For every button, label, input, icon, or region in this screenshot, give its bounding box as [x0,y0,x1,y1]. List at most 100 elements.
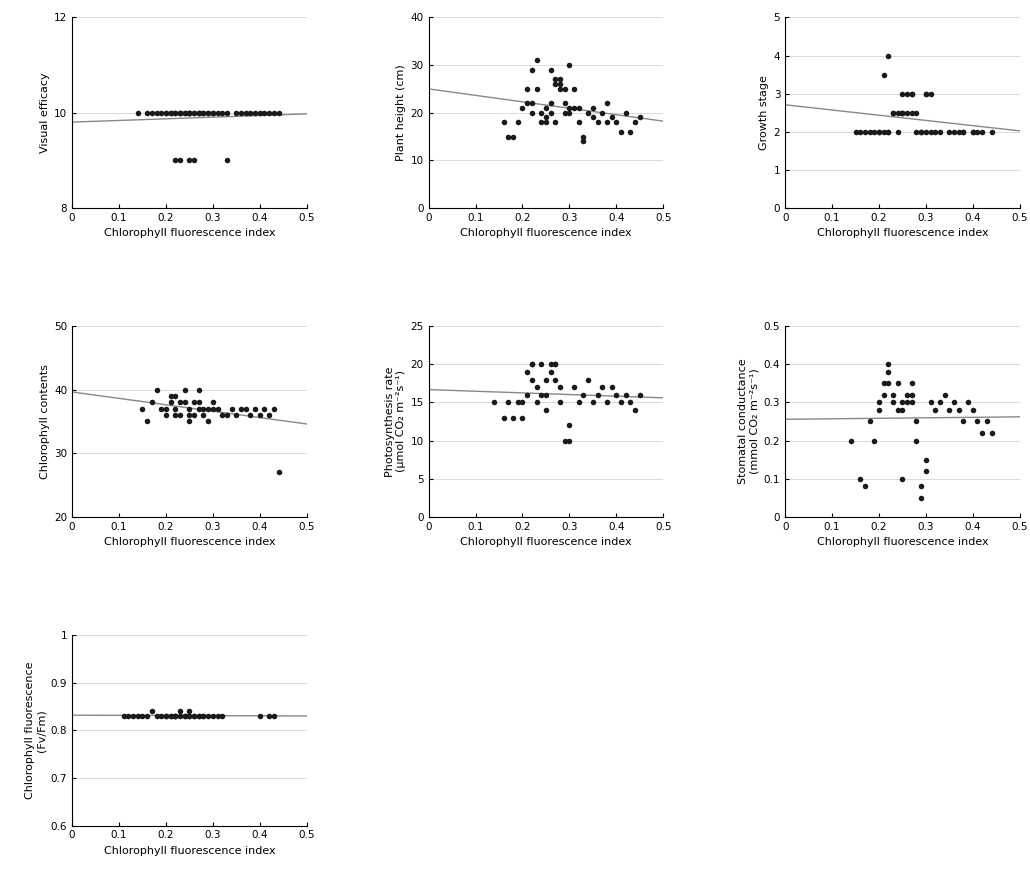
Point [167,389,183,403]
Point [172,106,188,120]
Point [866,125,883,139]
Point [266,401,282,415]
Point [134,401,150,415]
Point [270,106,286,120]
Point [143,395,160,409]
Point [547,72,563,86]
Point [205,401,221,415]
Point [247,401,264,415]
Point [885,106,901,120]
Point [946,395,962,409]
Point [181,106,198,120]
X-axis label: Chlorophyll fluorescence index: Chlorophyll fluorescence index [104,846,275,856]
Point [130,106,146,120]
Point [181,106,198,120]
Point [185,408,202,422]
Point [885,395,901,409]
Point [543,106,559,120]
Point [158,106,174,120]
Point [903,376,920,390]
Point [218,106,235,120]
Point [205,395,221,409]
Point [139,106,156,120]
Point [228,106,244,120]
Point [115,709,132,723]
Point [218,154,235,168]
Point [270,465,286,479]
Point [556,96,573,110]
Point [951,403,967,417]
Point [984,426,1000,440]
Point [501,395,517,409]
Point [932,125,949,139]
Point [918,453,934,467]
Point [918,87,934,101]
Point [890,403,906,417]
Point [209,709,226,723]
Point [158,709,174,723]
Point [913,125,929,139]
Point [519,82,536,96]
Point [176,106,193,120]
Point [922,395,938,409]
Point [543,357,559,371]
Point [185,106,202,120]
Point [538,403,554,417]
Point [571,101,587,115]
Point [913,491,929,505]
Point [585,101,602,115]
Point [543,63,559,76]
Point [533,106,549,120]
Point [617,388,633,401]
Point [176,709,193,723]
Point [955,415,971,428]
Y-axis label: Growth stage: Growth stage [759,76,769,150]
Point [533,357,549,371]
Point [951,125,967,139]
Point [181,709,198,723]
Point [964,125,981,139]
Point [552,82,569,96]
Point [561,418,578,432]
Point [552,77,569,91]
Point [172,709,188,723]
Point [870,403,887,417]
Point [233,401,249,415]
Point [984,125,1000,139]
Point [181,401,198,415]
Point [510,116,526,129]
Point [528,381,545,395]
Point [185,395,202,409]
Point [528,395,545,409]
Point [941,125,958,139]
Point [242,106,259,120]
Point [955,125,971,139]
Point [876,388,892,401]
Point [214,408,231,422]
Point [125,709,141,723]
Point [969,415,986,428]
Point [852,472,868,486]
Point [172,704,188,718]
Point [908,434,925,448]
Point [589,388,606,401]
Point [894,403,911,417]
Point [167,709,183,723]
Point [547,77,563,91]
X-axis label: Chlorophyll fluorescence index: Chlorophyll fluorescence index [817,537,988,547]
Point [552,395,569,409]
Point [167,709,183,723]
Point [176,382,193,396]
Point [538,388,554,401]
Point [565,82,582,96]
Point [598,395,615,409]
Point [251,106,268,120]
Y-axis label: Chlorophyll contents: Chlorophyll contents [40,364,49,479]
Point [233,106,249,120]
Point [486,395,503,409]
Point [185,106,202,120]
Point [196,408,212,422]
Point [238,106,254,120]
Point [181,106,198,120]
Point [196,401,212,415]
